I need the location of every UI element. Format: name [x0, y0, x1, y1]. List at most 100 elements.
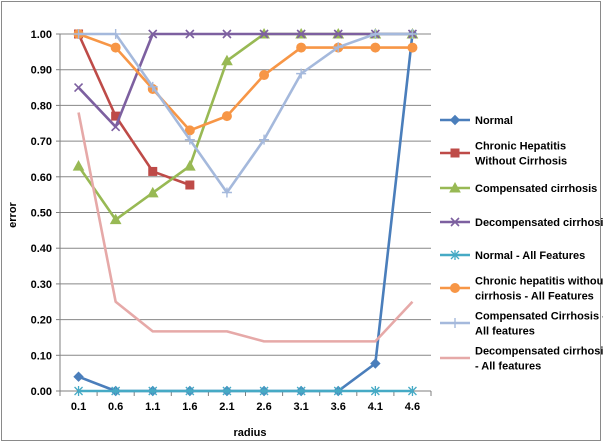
- legend-swatch-marker: [450, 318, 460, 328]
- data-point: [148, 386, 158, 396]
- data-point: [147, 81, 158, 92]
- series-lines: [72, 27, 419, 397]
- data-point: [221, 54, 233, 66]
- y-tick-label: 0.60: [31, 172, 52, 184]
- y-tick-label: 0.40: [31, 243, 52, 255]
- legend-swatch-marker: [449, 114, 461, 126]
- data-point: [333, 42, 344, 53]
- x-tick-label: 1.6: [182, 401, 197, 413]
- y-tick-label: 0.00: [31, 386, 52, 398]
- series-decompensated-cirrhosis: [73, 29, 418, 132]
- series-line: [78, 32, 413, 194]
- data-point: [296, 68, 307, 79]
- legend-label: Compensated cirrhosis: [475, 183, 597, 195]
- data-point: [221, 111, 232, 122]
- y-tick-label: 0.70: [31, 136, 52, 148]
- data-point: [407, 42, 418, 53]
- y-tick-label: 0.30: [31, 279, 52, 291]
- legend-item: Decompensated cirrhosis - All features: [440, 346, 603, 373]
- legend-item: Normal: [440, 114, 513, 127]
- data-point: [407, 386, 417, 396]
- legend-item: Normal - All Features: [440, 250, 585, 262]
- data-point: [370, 29, 381, 39]
- data-point: [110, 29, 121, 39]
- data-point: [73, 371, 84, 382]
- series-line: [77, 32, 413, 129]
- y-axis-label: error: [7, 201, 19, 227]
- data-point: [184, 134, 195, 145]
- data-point: [370, 42, 381, 53]
- series-line: [77, 112, 414, 343]
- legend-label: cirrhosis - All Features: [475, 291, 594, 303]
- data-point: [222, 29, 232, 39]
- y-axis-ticks: 0.00 0.10 0.20 0.30 0.40 0.50 0.60 0.70 0.80 0.90…: [31, 29, 52, 398]
- data-point: [333, 29, 343, 39]
- data-point: [259, 386, 269, 396]
- data-point: [73, 29, 84, 39]
- series-compensated-cirrhosis-all-features: [73, 29, 418, 198]
- legend-label: Chronic Hepatitis: [475, 141, 566, 153]
- x-tick-label: 2.6: [256, 401, 271, 413]
- legend-item: Chronic hepatitis without cirrhosis - All…: [440, 276, 603, 303]
- data-point: [259, 29, 269, 39]
- data-point: [109, 213, 122, 225]
- data-point: [111, 122, 121, 132]
- series-line: [78, 32, 413, 132]
- series-decompensated-cirrhosis-all-features: [77, 112, 414, 343]
- legend-label: Decompensated cirrhosis: [475, 217, 603, 229]
- x-axis-ticks: 0.1 0.6 1.1 1.6 2.1 2.6 3.1 3.6 4.1 4.6: [59, 391, 432, 413]
- data-point: [259, 134, 270, 145]
- data-point: [407, 29, 418, 39]
- data-point: [111, 386, 121, 396]
- data-point: [259, 70, 270, 81]
- x-tick-label: 1.1: [145, 401, 160, 413]
- data-point: [370, 358, 381, 369]
- y-tick-label: 0.80: [31, 100, 52, 112]
- legend-swatch-marker: [450, 250, 460, 260]
- data-point: [296, 42, 307, 53]
- series-chronic-hepatitis-without-cirrhosis-all-features: [73, 29, 418, 136]
- data-point: [74, 386, 84, 396]
- y-tick-label: 0.90: [31, 65, 52, 77]
- x-tick-label: 2.1: [219, 401, 234, 413]
- data-point: [146, 186, 159, 198]
- legend-swatch-marker: [450, 217, 460, 227]
- legend-label: Normal - All Features: [475, 250, 585, 262]
- data-point: [296, 29, 306, 39]
- y-tick-label: 0.20: [31, 315, 52, 327]
- data-point: [221, 187, 232, 198]
- legend-swatch-marker: [450, 283, 460, 293]
- data-point: [296, 386, 306, 396]
- data-point: [73, 82, 84, 93]
- data-point: [370, 386, 380, 396]
- x-tick-label: 3.1: [294, 401, 309, 413]
- y-tick-label: 0.50: [31, 208, 52, 220]
- x-tick-label: 4.1: [368, 401, 383, 413]
- x-tick-label: 0.6: [108, 401, 123, 413]
- data-point: [333, 386, 343, 396]
- x-axis-label: radius: [233, 427, 266, 439]
- data-point: [222, 386, 232, 396]
- legend-label: All features: [475, 326, 535, 338]
- legend-item: Chronic Hepatitis Without Cirrhosis: [440, 141, 567, 168]
- legend-label: Compensated Cirrhosis -: [475, 311, 603, 323]
- y-tick-label: 0.10: [31, 350, 52, 362]
- y-tick-label: 1.00: [31, 29, 52, 41]
- legend-item: Compensated cirrhosis: [440, 181, 597, 195]
- legend-item: Decompensated cirrhosis: [440, 217, 603, 229]
- data-point: [148, 166, 158, 176]
- data-point: [185, 29, 195, 39]
- legend-label: Chronic hepatitis without: [475, 276, 603, 288]
- data-point: [185, 386, 195, 396]
- legend-label: Without Cirrhosis: [475, 156, 567, 168]
- data-point: [72, 160, 85, 171]
- legend-swatch-marker: [450, 148, 460, 158]
- data-point: [184, 160, 196, 171]
- x-tick-label: 0.1: [71, 401, 86, 413]
- data-point: [148, 29, 158, 39]
- legend-item: Compensated Cirrhosis - All features: [440, 311, 603, 338]
- legend: Normal Chronic Hepatitis Without Cirrhosis…: [440, 114, 603, 373]
- data-point: [110, 42, 121, 53]
- data-point: [185, 180, 195, 190]
